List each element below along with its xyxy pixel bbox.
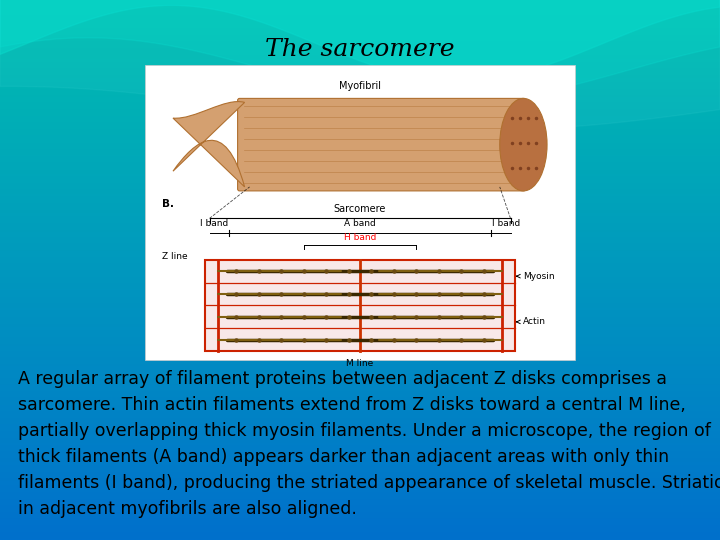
Text: Myosin: Myosin <box>517 272 554 281</box>
Text: partially overlapping thick myosin filaments. Under a microscope, the region of: partially overlapping thick myosin filam… <box>18 422 711 440</box>
Text: A regular array of filament proteins between adjacent Z disks comprises a: A regular array of filament proteins bet… <box>18 370 667 388</box>
PathPatch shape <box>173 102 245 187</box>
Text: B.: B. <box>162 199 174 208</box>
Text: H band: H band <box>344 233 376 242</box>
FancyBboxPatch shape <box>238 98 526 191</box>
Text: Myofibril: Myofibril <box>339 80 381 91</box>
Text: The sarcomere: The sarcomere <box>265 38 455 62</box>
Bar <box>145 65 575 360</box>
Text: A band: A band <box>344 219 376 228</box>
Text: Sarcomere: Sarcomere <box>334 205 386 214</box>
Text: I band: I band <box>199 219 228 228</box>
Text: in adjacent myofibrils are also aligned.: in adjacent myofibrils are also aligned. <box>18 500 357 518</box>
Text: sarcomere. Thin actin filaments extend from Z disks toward a central M line,: sarcomere. Thin actin filaments extend f… <box>18 396 686 414</box>
Bar <box>205 260 515 351</box>
Text: filaments (I band), producing the striated appearance of skeletal muscle. Striat: filaments (I band), producing the striat… <box>18 474 720 492</box>
Text: Actin: Actin <box>517 318 546 326</box>
Text: thick filaments (A band) appears darker than adjacent areas with only thin: thick filaments (A band) appears darker … <box>18 448 669 466</box>
Ellipse shape <box>500 98 547 191</box>
Text: Z line: Z line <box>162 252 188 261</box>
Text: M line: M line <box>346 359 374 368</box>
Text: I band: I band <box>492 219 521 228</box>
